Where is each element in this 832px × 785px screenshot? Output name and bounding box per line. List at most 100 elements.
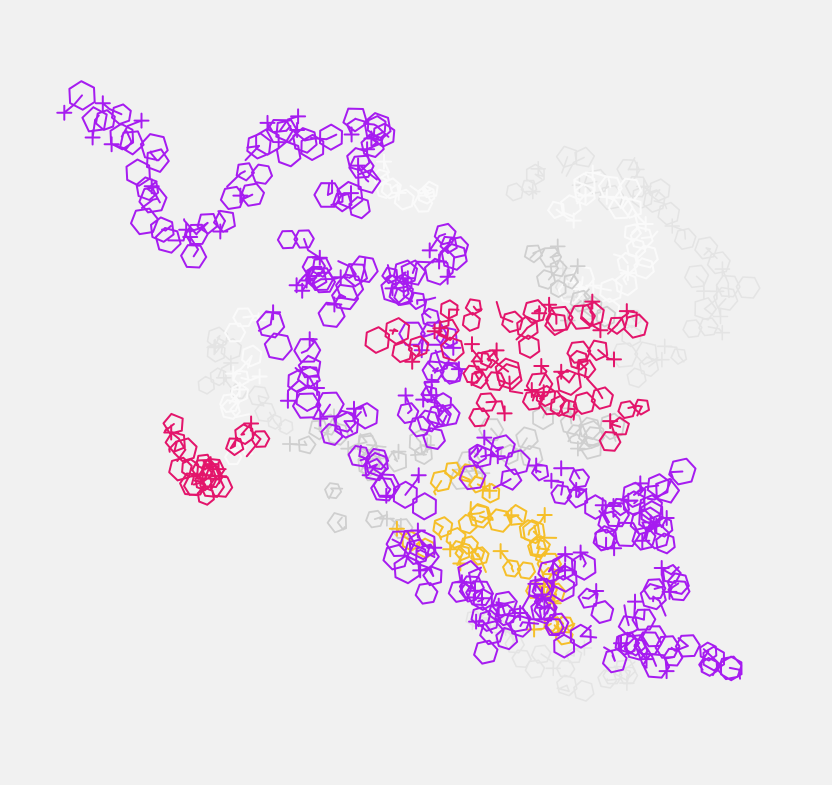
faint-unit-ring (574, 146, 596, 168)
faint-unit-ring (524, 659, 546, 679)
faint-unit-bond (623, 668, 632, 684)
purple-unit-bond (438, 410, 445, 418)
purple-unit-ring (196, 213, 219, 235)
magenta-unit-ring (234, 423, 255, 445)
purple-unit-bond (385, 274, 396, 286)
purple-unit-ring (494, 603, 517, 627)
white-unit-bond (622, 272, 629, 286)
magenta-unit-ring (468, 407, 490, 428)
purple-unit-bond (196, 221, 209, 234)
purple-unit-bond (446, 255, 456, 278)
purple-unit-bond (670, 566, 680, 576)
purple-unit-bond (310, 136, 332, 141)
gray-unit-bond (415, 437, 422, 443)
yellow-unit-ring (522, 519, 546, 545)
faint-unit-ring (648, 178, 671, 202)
purple-unit-ring (421, 360, 445, 382)
purple-unit-ring (551, 553, 576, 581)
purple-unit-ring (336, 180, 364, 210)
purple-unit-ring (184, 223, 209, 245)
gray-unit-bond (550, 250, 560, 270)
purple-unit-ring (590, 600, 615, 624)
purple-unit-ring (263, 332, 293, 361)
yellow-unit-ring (459, 535, 479, 555)
gray-unit-ring (578, 420, 605, 448)
purple-unit-ring (95, 109, 116, 131)
purple-unit-ring (381, 266, 399, 285)
purple-unit-ring (111, 103, 132, 126)
magenta-unit-bond (209, 473, 214, 478)
purple-unit-bond (330, 133, 338, 139)
purple-unit-ring (509, 614, 532, 638)
purple-unit-bond (633, 643, 648, 661)
purple-unit-bond (702, 648, 715, 660)
purple-unit-ring (717, 655, 743, 681)
magenta-unit-bond (168, 440, 177, 453)
white-unit-bond (240, 375, 261, 382)
purple-unit-ring (612, 521, 641, 547)
purple-unit-bond (125, 130, 133, 144)
magenta-unit-bond (240, 422, 253, 436)
purple-unit-ring (311, 271, 336, 294)
purple-unit-ring (319, 123, 343, 151)
magenta-unit-bond (636, 405, 643, 417)
purple-unit-bond (149, 150, 158, 162)
purple-unit-bond (402, 277, 409, 297)
yellow-unit-bond (479, 515, 494, 521)
magenta-unit-ring (522, 390, 544, 411)
magenta-unit-bond (538, 365, 548, 386)
magenta-unit-ring (535, 385, 557, 407)
purple-unit-bond (623, 604, 630, 627)
white-unit-ring (232, 307, 255, 328)
purple-unit-bond (375, 124, 390, 138)
yellow-unit-bond (449, 540, 471, 551)
purple-unit-bond (432, 367, 439, 374)
faint-unit-bond (705, 247, 718, 260)
faint-unit-ring (556, 674, 578, 697)
purple-strand (56, 80, 743, 682)
purple-unit-ring (666, 572, 690, 595)
purple-unit-bond (285, 125, 292, 132)
purple-unit-bond (140, 198, 154, 209)
faint-unit-bond (556, 684, 570, 693)
purple-unit-bond (416, 296, 437, 302)
purple-unit-bond (244, 144, 260, 162)
purple-unit-ring (550, 484, 573, 505)
purple-unit-bond (579, 624, 592, 638)
purple-unit-ring (276, 230, 299, 250)
faint-unit-bond (606, 678, 621, 682)
purple-unit-ring (349, 255, 379, 283)
purple-unit-bond (300, 349, 309, 354)
purple-unit-ring (662, 647, 684, 667)
white-unit-ring (380, 177, 402, 200)
yellow-unit-bond (515, 514, 523, 523)
purple-unit-ring (617, 615, 639, 636)
gray-unit-ring (326, 512, 348, 534)
yellow-unit-bond (434, 521, 444, 529)
purple-unit-ring (348, 196, 371, 220)
purple-unit-ring (320, 423, 344, 446)
purple-unit-bond (404, 394, 413, 415)
purple-unit-bond (477, 598, 484, 603)
purple-unit-ring (347, 445, 371, 468)
purple-unit-bond (611, 654, 616, 662)
white-unit-bond (246, 355, 253, 369)
faint-unit-bond (216, 336, 228, 344)
purple-unit-ring (531, 577, 556, 601)
magenta-unit-bond (249, 429, 262, 440)
faint-unit-bond (557, 684, 568, 690)
purple-unit-ring (439, 235, 458, 254)
magenta-unit-bond (495, 301, 514, 323)
purple-unit-ring (139, 133, 169, 162)
white-unit-ring (412, 194, 434, 213)
purple-unit-bond (579, 551, 587, 568)
yellow-unit-bond (528, 514, 546, 532)
purple-unit-ring (235, 162, 255, 182)
faint-unit-bond (678, 355, 685, 363)
magenta-unit-ring (440, 336, 465, 362)
yellow-unit-bond (433, 480, 443, 496)
purple-unit-ring (436, 403, 461, 427)
magenta-unit-bond (577, 358, 588, 362)
